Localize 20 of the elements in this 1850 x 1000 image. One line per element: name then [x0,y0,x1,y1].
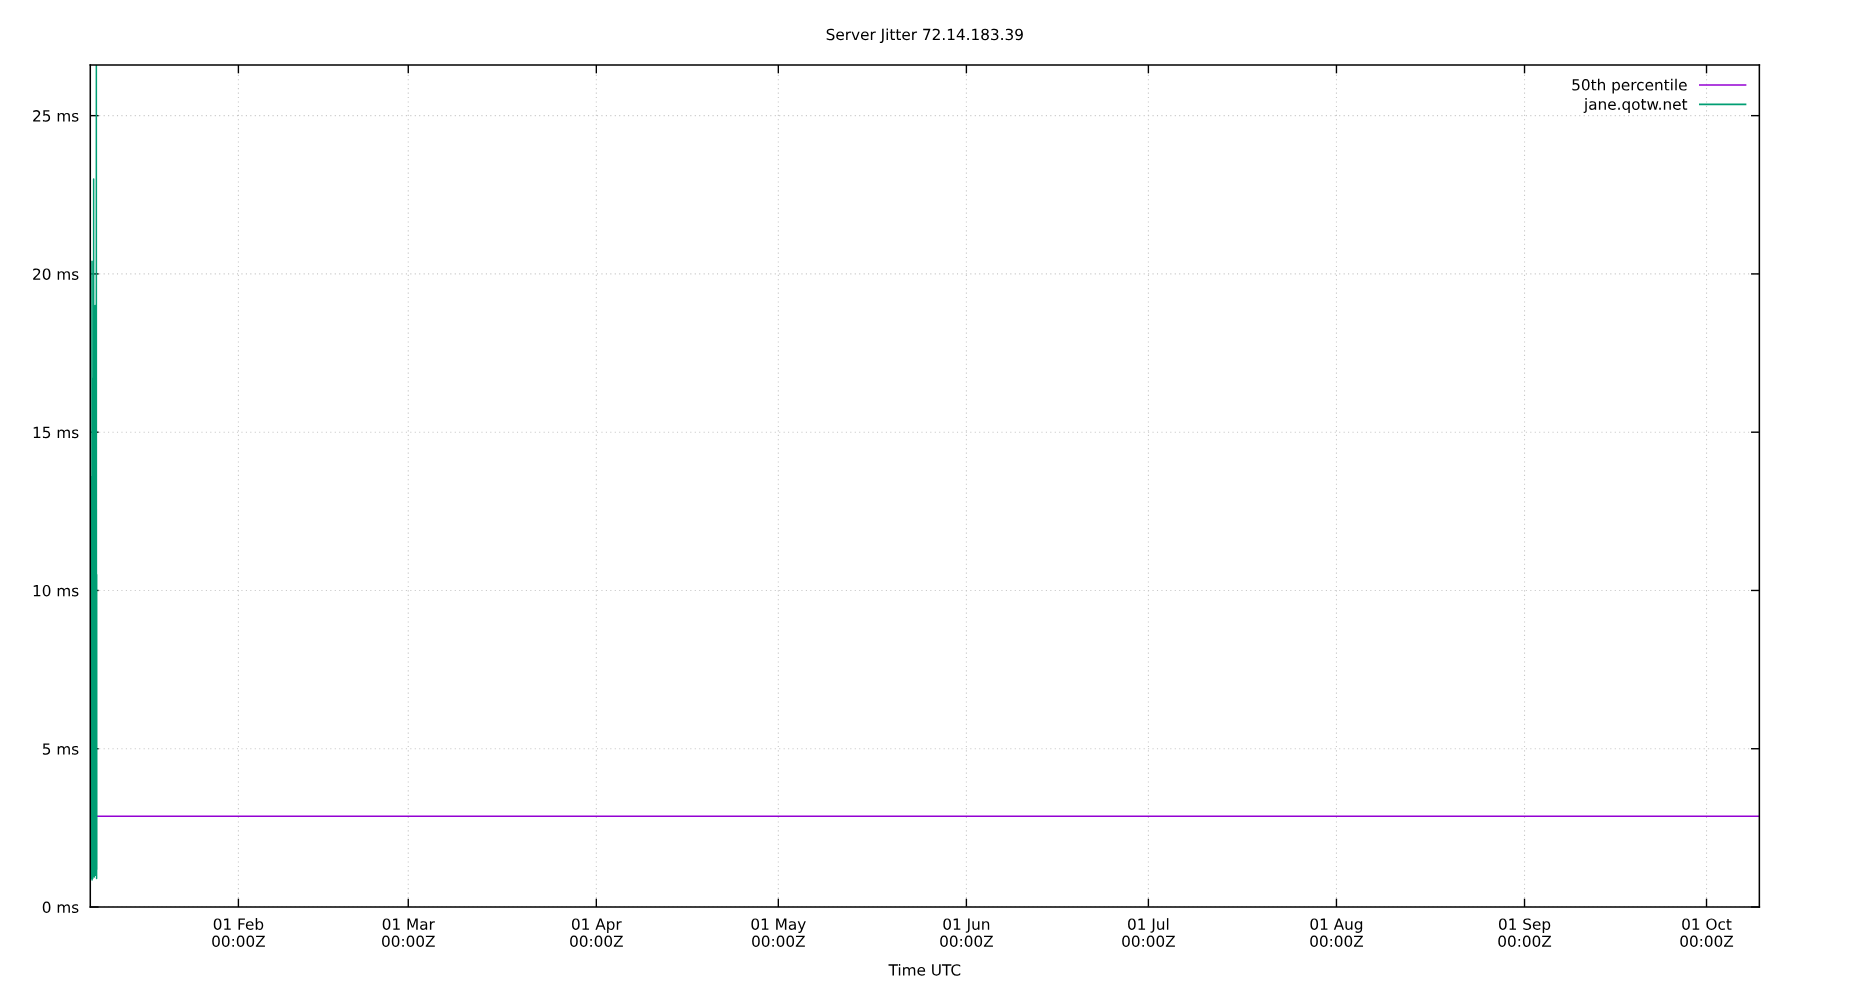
x-tick-label: 01 May 00:00Z [751,918,806,948]
chart-title: Server Jitter 72.14.183.39 [826,28,1023,44]
x-axis-title: Time UTC [888,963,961,976]
x-tick-label: 01 Mar 00:00Z [382,918,435,948]
y-tick-label: 15 ms [33,426,79,439]
x-tick-label: 01 Jul 00:00Z [1122,918,1175,948]
legend-label: 50th percentile [1572,78,1687,94]
y-tick-label: 0 ms [42,901,79,914]
y-tick-label: 25 ms [33,110,79,122]
x-tick-label: 01 Aug 00:00Z [1310,918,1364,948]
legend-label: jane.qotw.net [1583,98,1688,113]
x-tick-label: 01 Jun 00:00Z [940,918,993,948]
y-tick-label: 5 ms [42,743,79,755]
y-tick-label: 10 ms [33,584,79,597]
x-tick-label: 01 Sep 00:00Z [1498,918,1552,948]
x-tick-label: 01 Oct 00:00Z [1680,918,1734,948]
y-tick-label: 20 ms [33,268,79,280]
x-tick-label: 01 Apr 00:00Z [570,918,623,948]
line-series [90,65,98,881]
x-tick-label: 01 Feb 00:00Z [212,918,265,948]
